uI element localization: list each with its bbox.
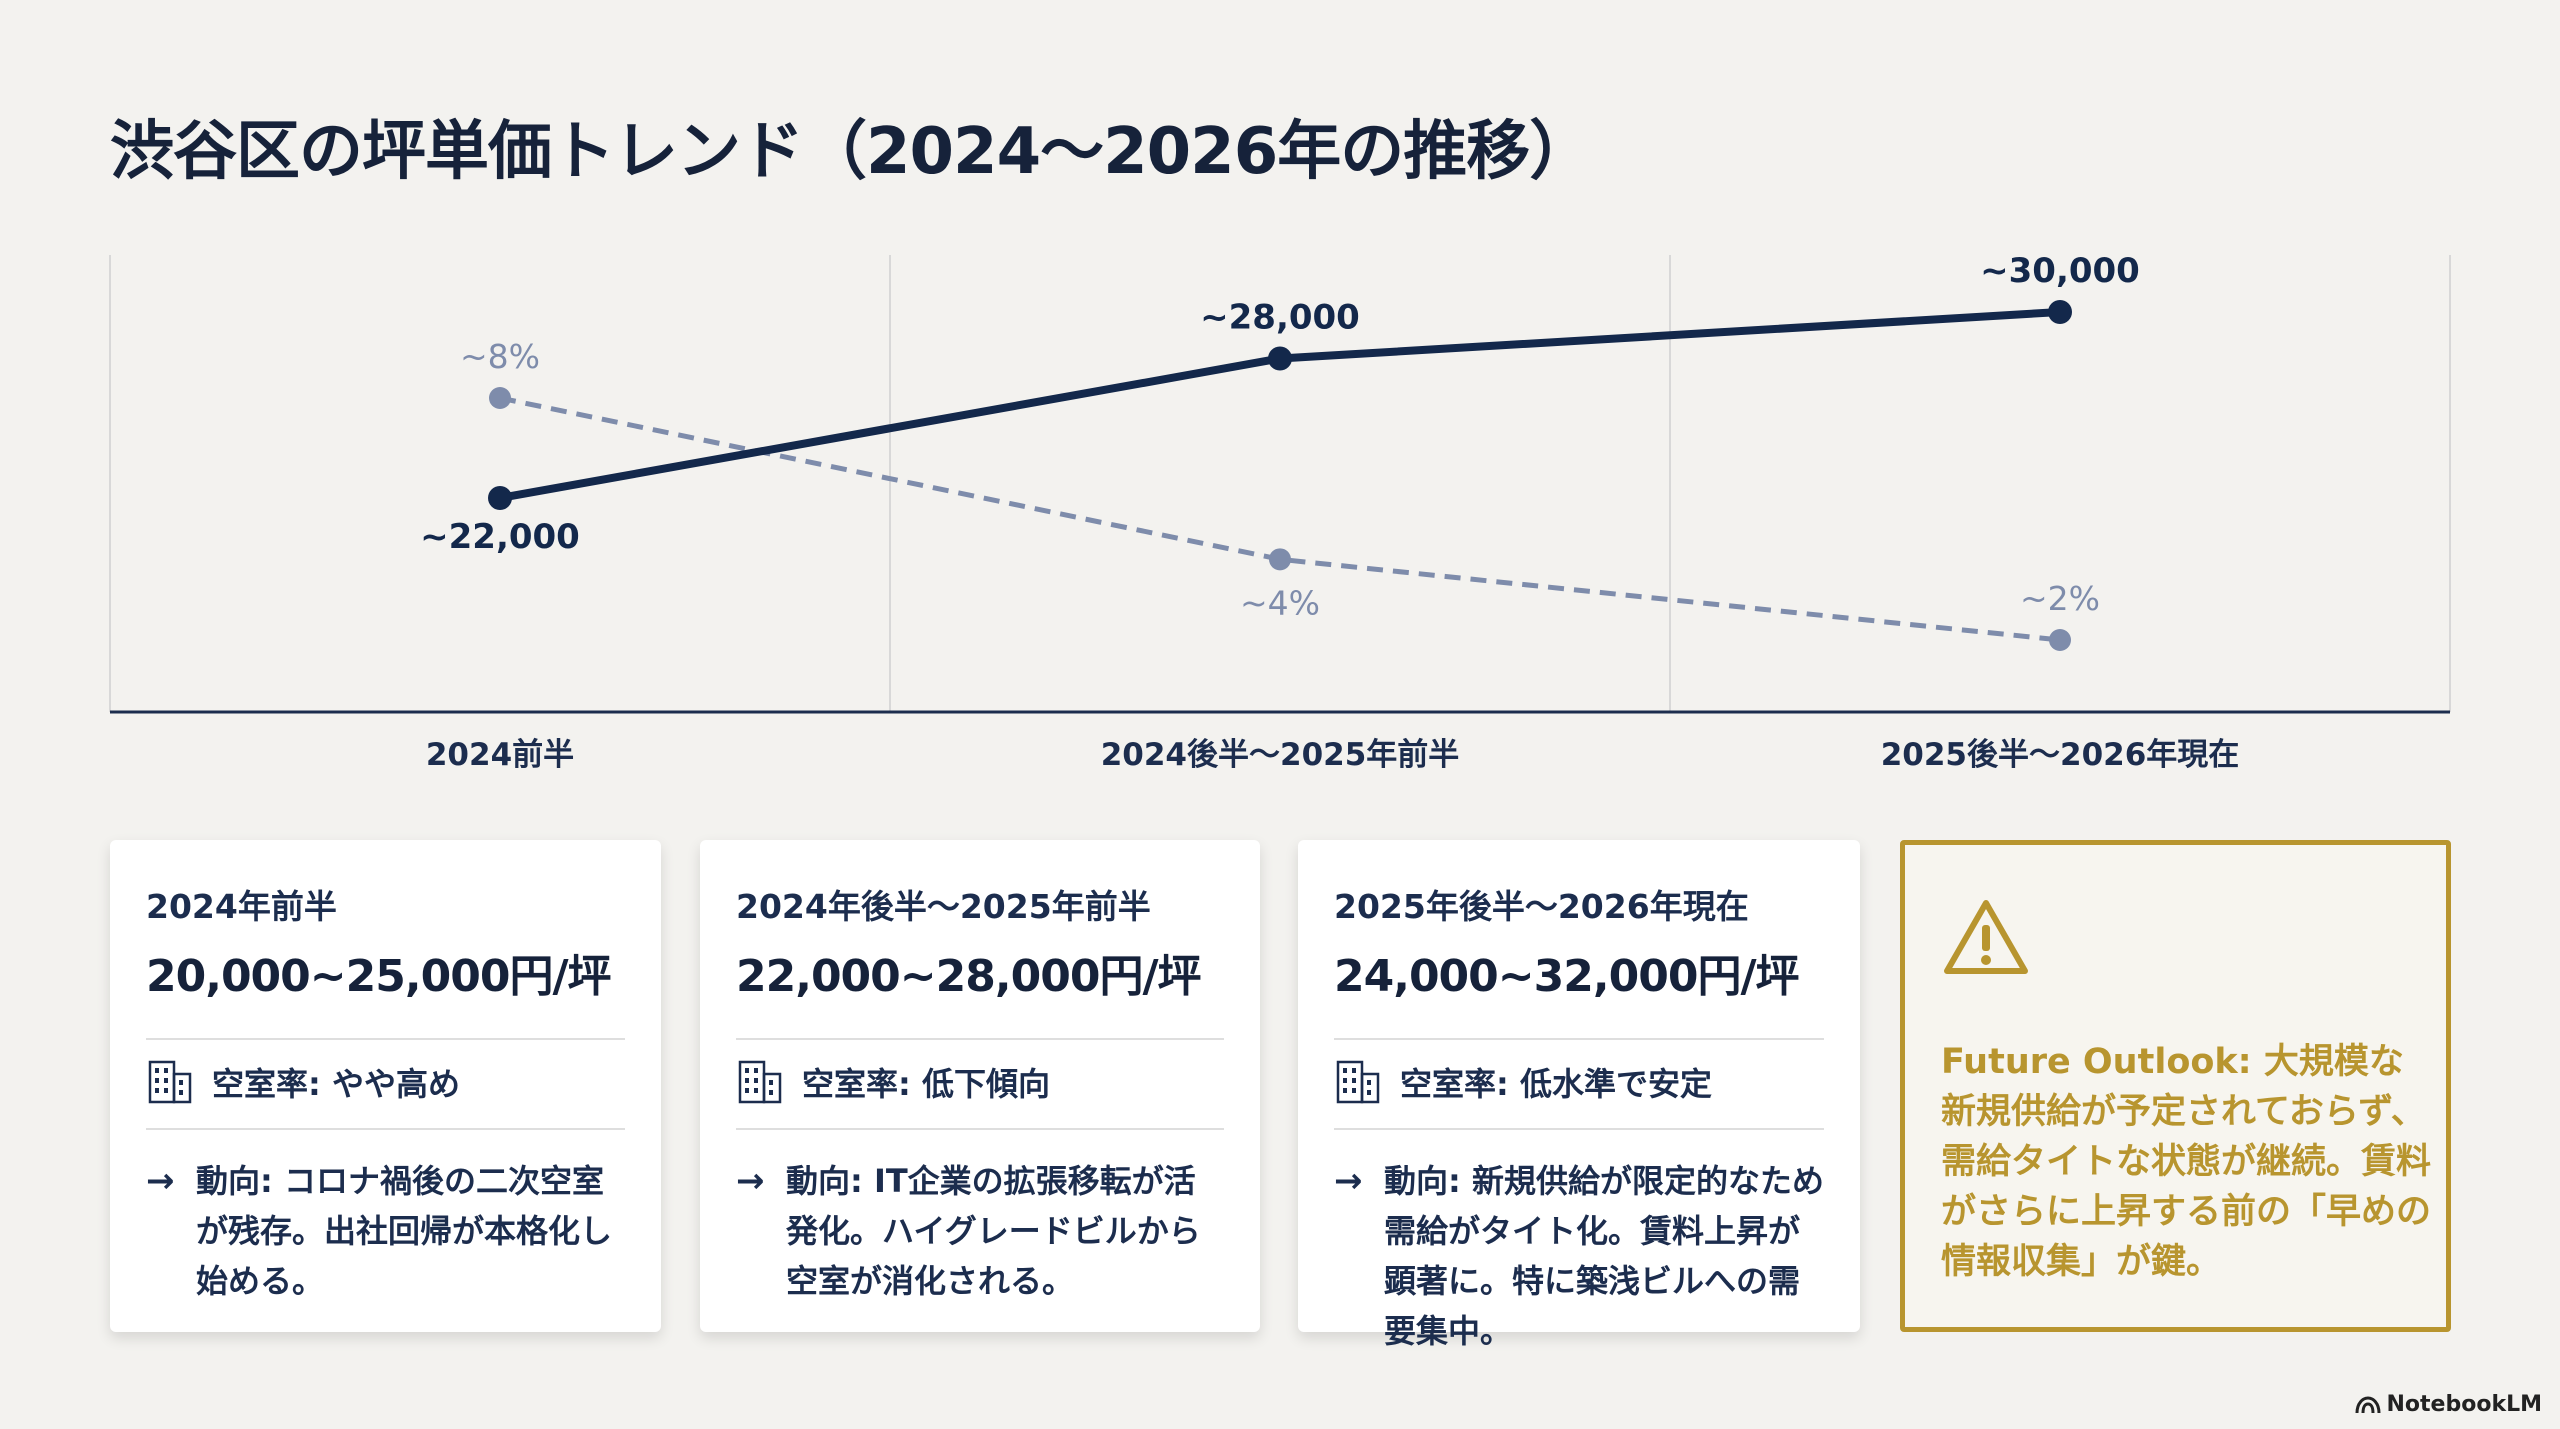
card-vacancy: 空室率: 低水準で安定 bbox=[1400, 1065, 1712, 1103]
divider bbox=[146, 1128, 625, 1130]
x-tick-label: 2024前半 bbox=[426, 737, 574, 773]
price-point bbox=[488, 486, 512, 510]
card-price: 20,000~25,000円/坪 bbox=[146, 951, 612, 1002]
brand-label: NotebookLM bbox=[2386, 1392, 2542, 1417]
divider bbox=[1334, 1038, 1824, 1040]
vacancy-point bbox=[1269, 548, 1291, 571]
period-card-3: 2025年後半〜2026年現在 24,000~32,000円/坪 空室率: 低水… bbox=[1298, 840, 1860, 1350]
notebooklm-logo-icon bbox=[2355, 1395, 2381, 1413]
card-price: 22,000~28,000円/坪 bbox=[736, 951, 1202, 1002]
price-data-label: ~22,000 bbox=[420, 517, 580, 557]
divider bbox=[1334, 1128, 1824, 1130]
card-vacancy: 空室率: 低下傾向 bbox=[802, 1065, 1050, 1103]
price-data-label: ~28,000 bbox=[1200, 298, 1360, 338]
divider bbox=[736, 1128, 1224, 1130]
divider bbox=[146, 1038, 625, 1040]
outlook-text: Future Outlook: 大規模な新規供給が予定されておらず、需給タイトな… bbox=[1941, 1042, 2432, 1282]
period-card-2: 2024年後半〜2025年前半 22,000~28,000円/坪 空室率: 低下… bbox=[700, 840, 1260, 1332]
vacancy-point bbox=[2049, 629, 2071, 651]
card-price: 24,000~32,000円/坪 bbox=[1334, 951, 1800, 1002]
page-title: 渋谷区の坪単価トレンド（2024〜2026年の推移） bbox=[110, 115, 1593, 189]
price-point bbox=[1268, 346, 1292, 371]
building-icon bbox=[148, 1060, 192, 1104]
vacancy-point bbox=[489, 387, 511, 409]
vacancy-data-label: ~2% bbox=[2020, 579, 2100, 618]
card-trend: 動向: IT企業の拡張移転が活発化。ハイグレードビルから空室が消化される。 bbox=[786, 1162, 1201, 1300]
notebooklm-brand: NotebookLM bbox=[2355, 1392, 2542, 1417]
card-vacancy: 空室率: やや高め bbox=[212, 1065, 460, 1103]
divider bbox=[736, 1038, 1224, 1040]
card-period: 2024年前半 bbox=[146, 887, 337, 926]
x-tick-label: 2024後半〜2025年前半 bbox=[1101, 737, 1460, 773]
trend-chart: ~22,000 ~28,000 ~30,000 ~8% ~4% ~2% 2024前半 2024… bbox=[109, 251, 2451, 773]
card-period: 2025年後半〜2026年現在 bbox=[1334, 887, 1749, 926]
arrow-right-icon: → bbox=[736, 1161, 765, 1201]
card-period: 2024年後半〜2025年前半 bbox=[736, 887, 1151, 926]
card-trend: 動向: 新規供給が限定的なため需給がタイト化。賃料上昇が顕著に。特に築浅ビルへの… bbox=[1384, 1162, 1824, 1350]
building-icon bbox=[738, 1060, 782, 1104]
future-outlook-card: Future Outlook: 大規模な新規供給が予定されておらず、需給タイトな… bbox=[1900, 840, 2451, 1332]
warning-icon bbox=[1944, 900, 2028, 974]
vacancy-data-label: ~4% bbox=[1240, 583, 1320, 622]
card-trend: 動向: コロナ禍後の二次空室が残存。出社回帰が本格化し始める。 bbox=[196, 1162, 613, 1300]
price-data-label: ~30,000 bbox=[1980, 251, 2140, 291]
price-series-line bbox=[496, 308, 2064, 502]
period-card-1: 2024年前半 20,000~25,000円/坪 空室率: やや高め → 動向:… bbox=[110, 840, 661, 1332]
x-tick-label: 2025後半〜2026年現在 bbox=[1881, 737, 2240, 773]
building-icon bbox=[1336, 1060, 1380, 1104]
arrow-right-icon: → bbox=[146, 1161, 175, 1201]
price-point bbox=[2048, 300, 2072, 324]
arrow-right-icon: → bbox=[1334, 1161, 1363, 1201]
vacancy-data-label: ~8% bbox=[460, 337, 540, 376]
